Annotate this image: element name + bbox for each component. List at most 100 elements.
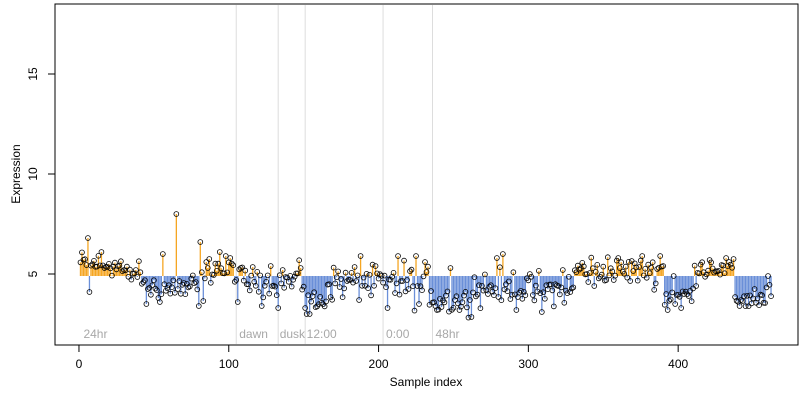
data-point [285, 278, 292, 285]
data-point [437, 295, 443, 302]
data-point [542, 295, 548, 302]
data-point [485, 291, 491, 297]
data-point [768, 293, 774, 300]
data-point [321, 303, 328, 310]
data-point [450, 304, 457, 311]
data-point [267, 263, 274, 269]
data-point [193, 279, 199, 285]
data-point [293, 270, 299, 277]
data-point [570, 284, 577, 291]
data-point [300, 283, 307, 290]
data-point [531, 297, 538, 304]
data-point [369, 261, 376, 268]
data-point [522, 292, 529, 299]
data-point [231, 278, 238, 285]
data-point [145, 286, 151, 292]
data-point [341, 285, 347, 292]
data-point [762, 300, 768, 306]
data-point [181, 280, 187, 286]
data-point [248, 272, 255, 279]
data-point [621, 270, 628, 277]
region-dividers [235, 5, 433, 344]
data-point [676, 293, 683, 300]
data-point [148, 291, 154, 298]
data-point [201, 275, 208, 282]
data-point [416, 301, 422, 307]
data-point [230, 262, 237, 269]
data-point [693, 283, 699, 289]
data-point [317, 293, 323, 300]
data-point [664, 307, 671, 313]
data-point [342, 269, 349, 276]
data-point [380, 279, 386, 286]
data-point [627, 278, 634, 284]
data-point [125, 273, 132, 280]
data-point [528, 273, 535, 280]
data-point [588, 254, 595, 261]
x-axis-label: Sample index [390, 375, 463, 389]
data-point [404, 277, 410, 283]
data-point [595, 275, 602, 282]
data-point [326, 281, 332, 288]
data-point [625, 258, 632, 265]
data-point [306, 311, 313, 317]
data-point [473, 293, 479, 300]
data-point [124, 263, 130, 270]
data-point [489, 288, 496, 295]
data-point [249, 264, 256, 270]
data-point [642, 265, 649, 272]
data-point [212, 260, 219, 267]
data-point [527, 271, 533, 277]
data-point [142, 277, 148, 284]
data-point [420, 273, 427, 280]
data-point [603, 277, 610, 283]
data-point [281, 284, 287, 291]
data-point [296, 257, 302, 264]
data-point [387, 276, 394, 283]
data-point [446, 308, 452, 315]
data-point [365, 285, 371, 292]
data-point [82, 256, 88, 263]
region-label: 12:00 [307, 327, 337, 341]
data-point [519, 295, 526, 302]
data-point [708, 259, 714, 266]
data-point [759, 292, 765, 299]
data-point [504, 288, 511, 295]
x-axis: 0 100 200 300 400 [76, 345, 688, 371]
data-point [691, 262, 698, 269]
data-point [663, 291, 669, 297]
data-point [112, 259, 118, 266]
data-point [97, 262, 103, 269]
data-point [222, 253, 229, 259]
data-point [736, 303, 743, 309]
data-point [233, 277, 240, 283]
data-point [419, 287, 425, 294]
data-point [459, 299, 466, 306]
data-point [163, 287, 169, 294]
data-point [204, 265, 211, 271]
data-point [98, 249, 105, 255]
data-point [607, 265, 614, 272]
data-point [91, 257, 97, 264]
data-point [501, 286, 508, 293]
data-point [329, 296, 335, 303]
data-point [354, 272, 361, 279]
data-point [666, 297, 672, 304]
data-point [275, 305, 281, 311]
data-point [453, 293, 460, 300]
data-point [494, 255, 500, 261]
data-point [270, 282, 277, 289]
data-point [479, 282, 485, 289]
data-point [175, 286, 181, 292]
data-point [158, 291, 165, 298]
data-point [405, 286, 412, 292]
data-point [592, 268, 599, 275]
data-point [470, 289, 476, 296]
data-point [585, 279, 592, 285]
data-point [371, 282, 377, 289]
data-point [495, 294, 502, 300]
data-point [398, 278, 404, 284]
x-tick-label: 300 [518, 357, 538, 371]
data-point [335, 268, 341, 275]
